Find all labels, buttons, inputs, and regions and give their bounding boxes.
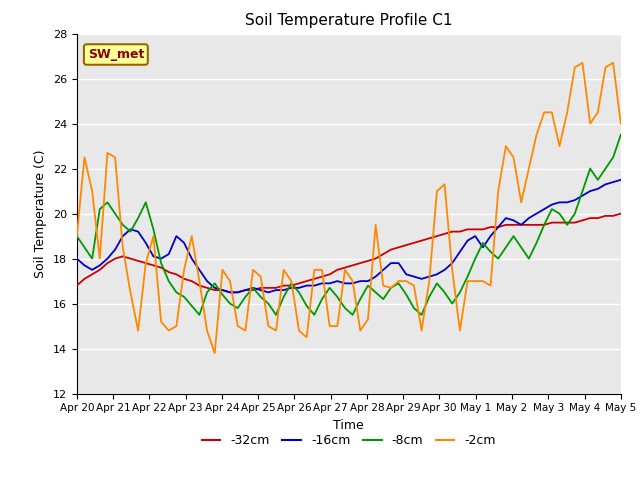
Title: Soil Temperature Profile C1: Soil Temperature Profile C1 (245, 13, 452, 28)
Text: SW_met: SW_met (88, 48, 144, 61)
Y-axis label: Soil Temperature (C): Soil Temperature (C) (35, 149, 47, 278)
X-axis label: Time: Time (333, 419, 364, 432)
Legend: -32cm, -16cm, -8cm, -2cm: -32cm, -16cm, -8cm, -2cm (196, 429, 501, 452)
